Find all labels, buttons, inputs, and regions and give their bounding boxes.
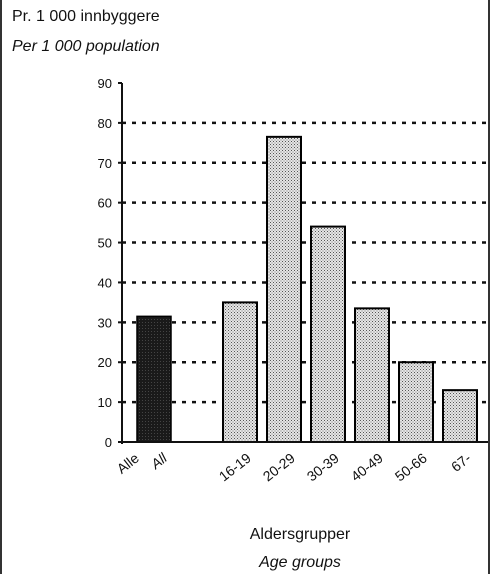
category-label-40-49: 40-49	[348, 450, 386, 485]
bar-20-29	[266, 135, 302, 443]
y-axis-label-norwegian: Pr. 1 000 innbyggere	[12, 8, 160, 25]
bar-67-	[442, 389, 478, 443]
category-label-all-norwegian: Alle	[114, 450, 142, 477]
y-tick-label: 90	[98, 76, 112, 91]
bar-50-66	[398, 361, 434, 444]
y-tick-label: 20	[98, 355, 112, 370]
category-label-50-66: 50-66	[392, 450, 430, 485]
y-tick-label: 80	[98, 116, 112, 131]
category-label-16-19: 16-19	[216, 450, 254, 485]
bar-all	[136, 315, 172, 443]
x-axis-label-norwegian: Aldersgrupper	[249, 526, 351, 543]
y-tick-label: 50	[98, 236, 112, 251]
y-tick-label: 70	[98, 156, 112, 171]
category-label-30-39: 30-39	[304, 450, 342, 485]
y-tick-label: 30	[98, 315, 112, 330]
category-label-all-english: All	[147, 449, 171, 472]
y-axis-label-english: Per 1 000 population	[12, 38, 160, 55]
category-label-20-29: 20-29	[260, 450, 298, 485]
bar-30-39	[310, 225, 346, 443]
y-tick-label: 60	[98, 196, 112, 211]
bar-16-19	[222, 301, 258, 443]
y-tick-label: 10	[98, 395, 112, 410]
x-axis-label-english: Age groups	[259, 554, 341, 571]
y-tick-label: 0	[105, 435, 112, 450]
bar-40-49	[354, 307, 390, 443]
category-label-67-: 67-	[448, 450, 474, 475]
y-tick-label: 40	[98, 275, 112, 290]
